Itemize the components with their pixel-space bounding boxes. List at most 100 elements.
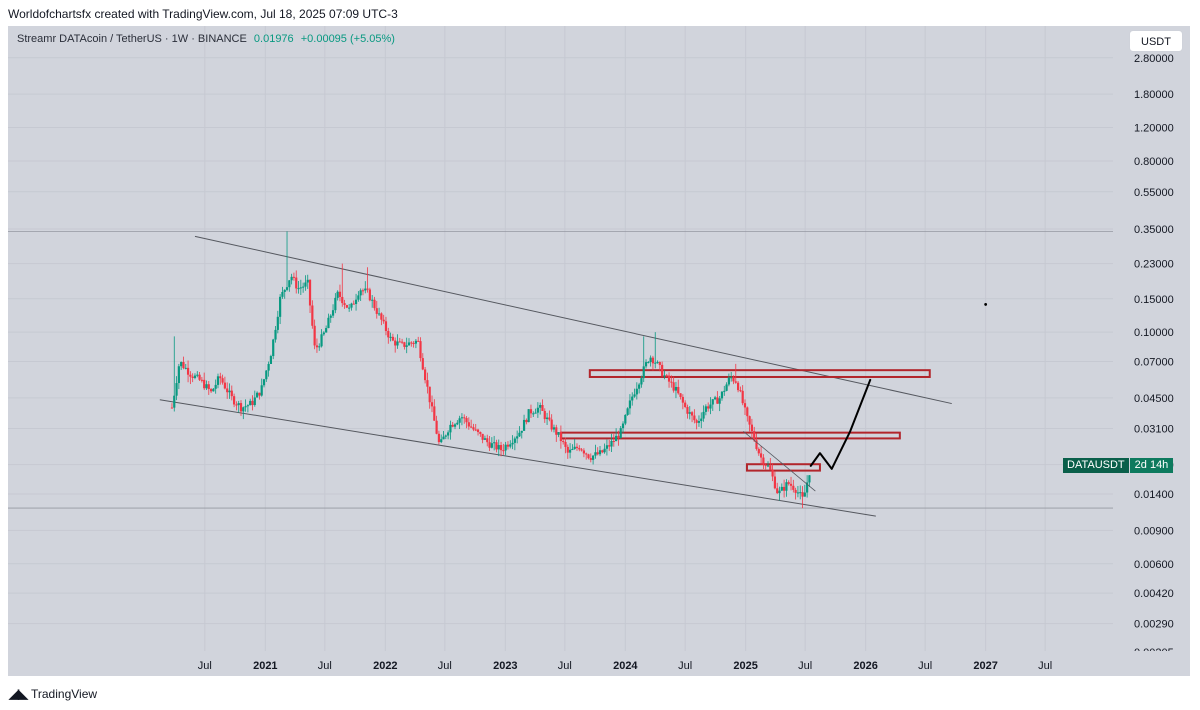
- candle: [205, 380, 208, 391]
- candle: [334, 293, 337, 314]
- candle: [322, 331, 325, 336]
- candle-body: [437, 433, 441, 443]
- candle-body: [642, 366, 645, 379]
- candle-body: [400, 341, 404, 343]
- candle-body: [184, 367, 187, 369]
- candle-body: [196, 374, 199, 376]
- candle: [341, 263, 344, 307]
- candle-body: [520, 430, 523, 433]
- candle: [628, 394, 632, 415]
- candle: [497, 439, 500, 457]
- candle: [642, 336, 645, 383]
- candle-body: [559, 432, 562, 442]
- candle-body: [373, 299, 376, 309]
- candle-body: [796, 492, 800, 494]
- candle: [499, 441, 503, 457]
- candle-body: [279, 296, 282, 317]
- downtrend-line: [743, 430, 816, 492]
- candle-body: [223, 382, 226, 389]
- candle-body: [624, 414, 627, 424]
- candle: [212, 388, 215, 392]
- candle-body: [311, 305, 314, 326]
- candle: [596, 447, 599, 456]
- candle-body: [771, 469, 774, 477]
- candle: [394, 337, 397, 353]
- candle-body: [366, 288, 369, 290]
- candle-body: [246, 405, 250, 407]
- candle: [619, 426, 622, 439]
- y-tick-label: 0.04500: [1134, 393, 1174, 405]
- candle: [635, 382, 638, 400]
- candle-body: [619, 428, 622, 439]
- candle: [348, 303, 351, 312]
- footer-brand[interactable]: ◢◣ TradingView: [9, 686, 97, 702]
- price-chart[interactable]: 2.80000 1.80000 1.20000 0.80000 0.55000 0.350…: [8, 26, 1190, 676]
- candle: [789, 476, 793, 491]
- candle: [366, 267, 369, 293]
- y-tick-label: 0.07000: [1134, 357, 1174, 369]
- candle-body: [212, 388, 215, 392]
- candle: [734, 363, 737, 384]
- candle: [253, 390, 256, 407]
- candle: [640, 375, 643, 388]
- candle: [467, 417, 470, 430]
- candle-body: [743, 403, 747, 408]
- candle: [727, 373, 730, 387]
- candle: [679, 393, 682, 400]
- candle-body: [780, 486, 783, 491]
- candle: [766, 461, 770, 468]
- candle: [711, 398, 714, 411]
- candle-body: [283, 289, 286, 292]
- candle: [541, 399, 544, 412]
- candle: [412, 341, 415, 348]
- x-tick-label: 2024: [613, 660, 638, 672]
- candle: [610, 433, 613, 453]
- candle: [297, 281, 300, 294]
- candle-body: [371, 299, 374, 301]
- candle: [320, 329, 323, 348]
- candle-body: [638, 384, 641, 389]
- candle-body: [755, 440, 758, 449]
- candle: [424, 366, 427, 384]
- candle: [568, 443, 572, 459]
- candle-body: [587, 454, 590, 459]
- candle-body: [214, 384, 217, 389]
- candle-body: [626, 408, 629, 415]
- candle: [796, 485, 800, 498]
- candle: [688, 406, 691, 420]
- candle: [695, 418, 698, 430]
- last-price: 0.01976: [253, 33, 294, 45]
- candle-body: [221, 378, 224, 383]
- candle-body: [783, 486, 786, 491]
- x-tick-label: Jul: [678, 660, 692, 672]
- candle-body: [644, 362, 648, 367]
- candle: [403, 341, 406, 350]
- candle-body: [352, 303, 355, 305]
- candle: [513, 436, 516, 451]
- symbol-title: Streamr DATAcoin / TetherUS · 1W · BINAN…: [17, 33, 247, 45]
- candle: [276, 310, 279, 334]
- candle-body: [693, 415, 696, 421]
- candle-body: [509, 444, 512, 447]
- candle-body: [486, 438, 489, 443]
- candle-body: [472, 427, 475, 430]
- currency-button[interactable]: USDT: [1129, 30, 1183, 52]
- candle-body: [670, 381, 673, 383]
- candle-body: [290, 276, 293, 281]
- candle-body: [615, 435, 618, 442]
- candle-body: [382, 319, 385, 322]
- candle: [578, 445, 581, 452]
- candle: [453, 423, 457, 430]
- candle-body: [253, 397, 256, 406]
- candle: [748, 415, 751, 432]
- candle-body: [302, 286, 305, 288]
- candle: [428, 386, 431, 409]
- candle-body: [410, 342, 413, 344]
- candle: [594, 444, 597, 459]
- candle: [279, 294, 282, 325]
- candle-body: [527, 409, 530, 423]
- x-tick-label: Jul: [198, 660, 212, 672]
- candle: [295, 270, 298, 294]
- candle-body: [806, 482, 809, 493]
- candle-body: [288, 280, 291, 288]
